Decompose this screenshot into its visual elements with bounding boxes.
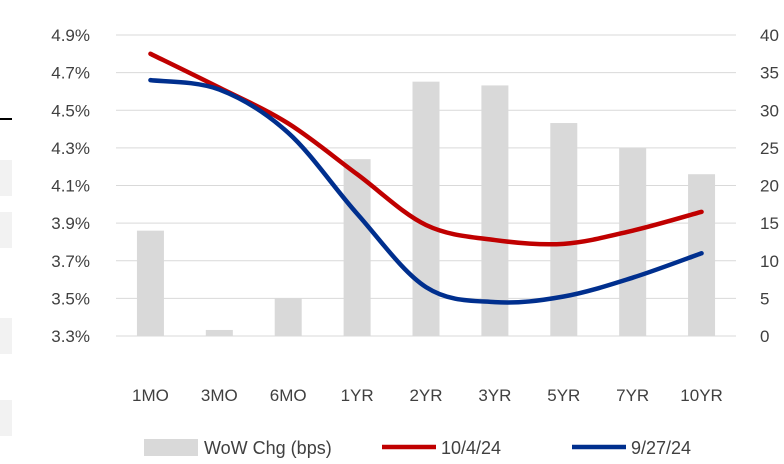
bar: [412, 81, 440, 336]
bar: [205, 329, 233, 336]
x-axis-tick-label: 1MO: [132, 386, 169, 405]
bar: [343, 159, 371, 336]
legend-label: 10/4/24: [441, 438, 501, 458]
right-axis-tick-label: 5: [760, 289, 769, 308]
left-edge-rule: [0, 118, 12, 120]
bar: [274, 298, 302, 336]
left-edge-panel-4: [0, 400, 12, 436]
x-axis-tick-label: 3MO: [201, 386, 238, 405]
bar: [550, 123, 578, 336]
bar-series: [136, 81, 716, 336]
left-axis-tick-label: 4.3%: [51, 139, 90, 158]
right-axis-tick-label: 10: [760, 252, 779, 271]
bar: [481, 85, 509, 336]
left-axis-tick-label: 3.9%: [51, 214, 90, 233]
right-axis-tick-label: 15: [760, 214, 779, 233]
legend-label: 9/27/24: [631, 438, 691, 458]
right-axis-tick-label: 30: [760, 101, 779, 120]
left-axis-ticks: 4.9% 4.7% 4.5% 4.3% 4.1% 3.9% 3.7% 3.5% 3.3%: [51, 26, 90, 346]
series-line: [148, 77, 704, 305]
left-axis-tick-label: 3.3%: [51, 327, 90, 346]
left-axis-tick-label: 4.1%: [51, 177, 90, 196]
x-axis-ticks: 1MO 3MO 6MO 1YR 2YR 3YR 5YR 7YR 10YR: [132, 386, 723, 405]
left-axis-tick-label: 3.7%: [51, 252, 90, 271]
right-axis-tick-label: 0: [760, 327, 769, 346]
x-axis-tick-label: 5YR: [547, 386, 580, 405]
bar: [619, 147, 647, 336]
x-axis-tick-label: 7YR: [616, 386, 649, 405]
line-series: [148, 51, 704, 305]
right-axis-tick-label: 40: [760, 26, 779, 45]
left-edge-panel-2: [0, 212, 12, 248]
x-axis-tick-label: 10YR: [680, 386, 723, 405]
legend: WoW Chg (bps) 10/4/24 9/27/24: [144, 438, 691, 458]
legend-swatch-bar: [144, 439, 198, 456]
right-axis-tick-label: 25: [760, 139, 779, 158]
left-edge-panel-3: [0, 318, 12, 354]
right-axis-ticks: 40 35 30 25 20 15 10 5 0: [760, 26, 779, 346]
x-axis-tick-label: 6MO: [270, 386, 307, 405]
right-axis-tick-label: 20: [760, 177, 779, 196]
x-axis-tick-label: 3YR: [478, 386, 511, 405]
x-axis-tick-label: 2YR: [409, 386, 442, 405]
x-axis-tick-label: 1YR: [341, 386, 374, 405]
bar: [136, 230, 164, 336]
left-axis-tick-label: 4.5%: [51, 101, 90, 120]
left-axis-tick-label: 3.5%: [51, 289, 90, 308]
left-axis-tick-label: 4.7%: [51, 64, 90, 83]
right-axis-tick-label: 35: [760, 64, 779, 83]
left-axis-tick-label: 4.9%: [51, 26, 90, 45]
left-edge-panel-1: [0, 160, 12, 196]
legend-label: WoW Chg (bps): [204, 438, 332, 458]
